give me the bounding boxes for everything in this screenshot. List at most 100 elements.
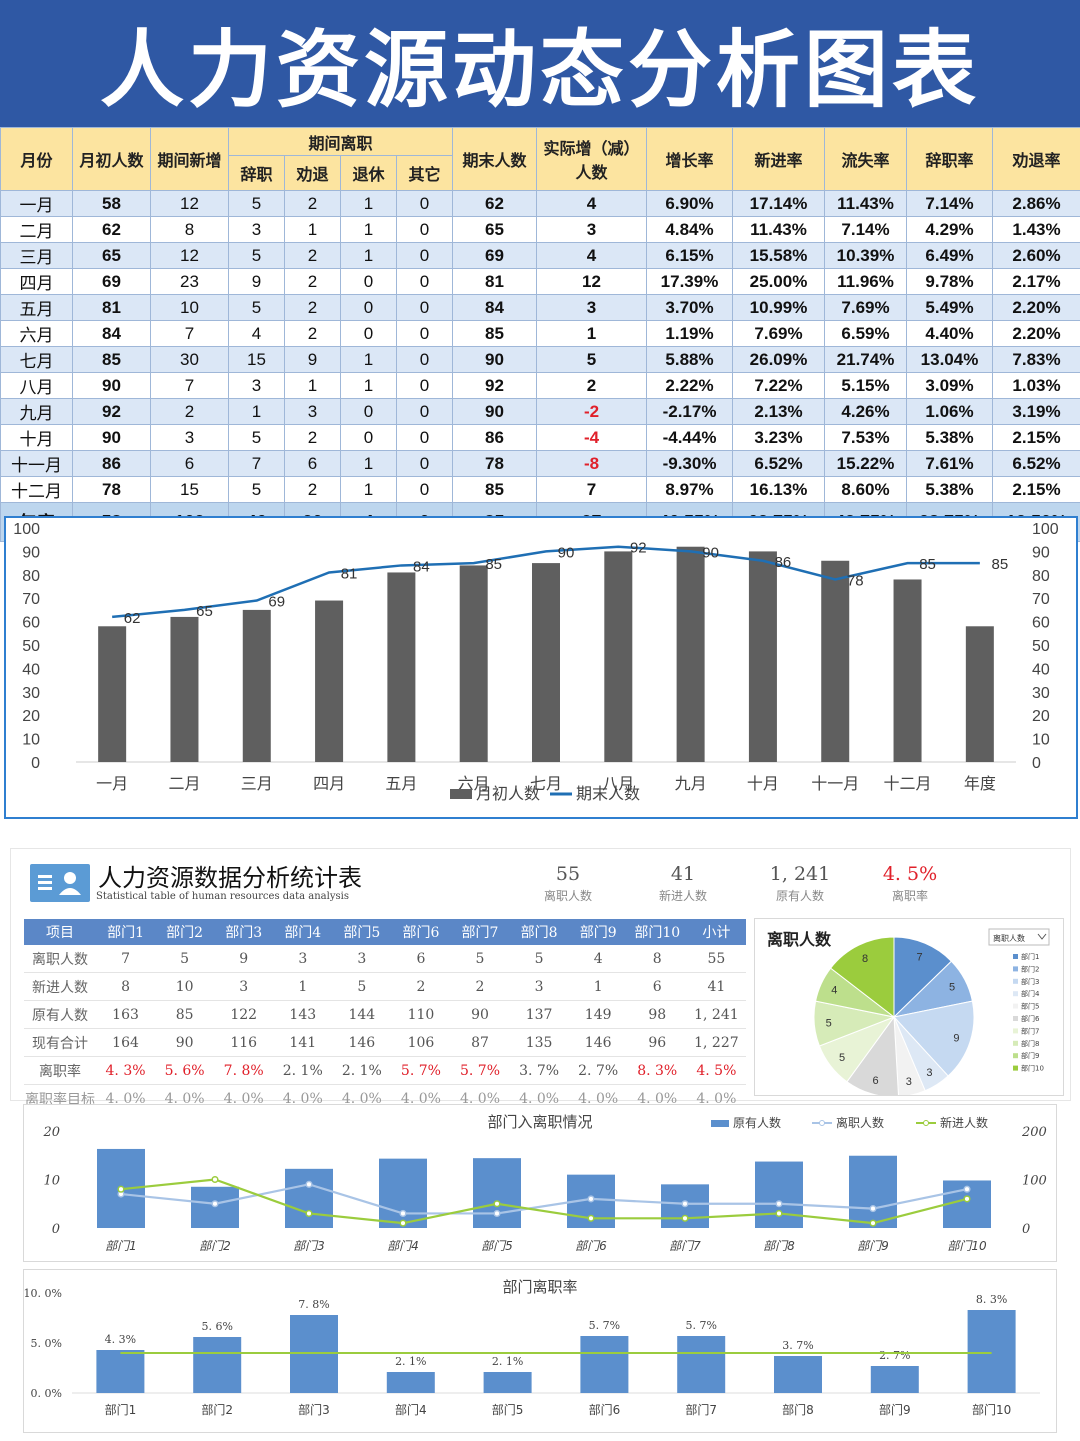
table-row: 五月 81 10 5 2 0 0 84 3 3.70% 10.99% 7.69% 5.49% 2.20%: [0, 294, 1080, 321]
table-cell: 85: [72, 346, 151, 373]
line-point: [587, 1214, 595, 1222]
table-cell: 1: [284, 216, 341, 243]
table-cell: 3: [536, 294, 648, 321]
table-cell: 8.60%: [824, 476, 908, 503]
bar: [604, 551, 633, 762]
pie-series-dropdown[interactable]: [988, 928, 1050, 946]
table-cell: 2.86%: [992, 190, 1080, 217]
table-cell: 11.96%: [824, 268, 908, 295]
dashboard-subtitle: Statistical table of human resources dat…: [96, 891, 349, 902]
pie-label: 5: [839, 1052, 845, 1064]
x-tick-label: 四月: [313, 774, 345, 793]
pie-label: 3: [926, 1067, 932, 1079]
dept-cell: 146: [332, 1028, 392, 1057]
legend-swatch: [1013, 1065, 1018, 1071]
table-cell: 2.13%: [732, 398, 826, 425]
table-cell: 5.49%: [906, 294, 994, 321]
y-tick-right: 100: [1022, 1174, 1047, 1189]
table-cell: 0: [395, 476, 454, 503]
table-cell: 10.99%: [732, 294, 826, 321]
table-cell: 8: [150, 216, 229, 243]
table-cell: 2.60%: [992, 242, 1080, 269]
legend-swatch: [1013, 966, 1018, 972]
dept-cell: 41: [686, 972, 746, 1001]
legend-label: 离职人数: [836, 1115, 884, 1130]
dept-cell: 137: [509, 1000, 569, 1029]
table-cell: 92: [72, 398, 151, 425]
table-cell: 7: [150, 372, 229, 399]
table-row: 十月 90 3 5 2 0 0 86 -4 -4.44% 3.23% 7.53% 5.38% 2.15%: [0, 424, 1080, 451]
dept-table: 项目 部门1 部门2 部门3 部门4 部门5 部门6 部门7 部门8 部门9 部门10 小计 离职人数…: [24, 919, 746, 1113]
table-cell: 6.49%: [906, 242, 994, 269]
table-cell: -9.30%: [646, 450, 734, 477]
table-row: 一月 58 12 5 2 1 0 62 4 6.90% 17.14% 11.43% 7.14% 2.86%: [0, 190, 1080, 217]
x-tick-label: 九月: [675, 774, 707, 793]
table-cell: -4.44%: [646, 424, 734, 451]
chevron-down-icon: [1037, 933, 1047, 940]
x-tick-label: 一月: [96, 774, 128, 793]
col-leave-other: 其它: [395, 155, 454, 191]
dashboard-title: 人力资源数据分析统计表: [98, 864, 362, 892]
dept-header-cell: 部门10: [627, 919, 687, 945]
kpi-leave-label: 离职人数: [543, 889, 592, 903]
dept-row-label: 现有合计: [24, 1028, 96, 1057]
x-tick-label: 二月: [168, 774, 200, 793]
dept-cell: 90: [450, 1000, 510, 1029]
table-cell: 65: [452, 216, 538, 243]
table-cell: 58: [72, 190, 151, 217]
table-cell: 2: [284, 294, 341, 321]
dept-cell: 141: [273, 1028, 333, 1057]
table-cell: 7.83%: [992, 346, 1080, 373]
y-tick-right: 100: [1032, 521, 1059, 538]
legend-swatch: [1013, 954, 1018, 959]
table-cell: 0: [340, 320, 397, 347]
dept-header-cell: 部门3: [214, 919, 274, 945]
col-leave-resign: 辞职: [228, 155, 285, 191]
table-row: 三月 65 12 5 2 1 0 69 4 6.15% 15.58% 10.39% 6.49% 2.60%: [0, 242, 1080, 269]
y-tick-left: 90: [22, 544, 40, 561]
dept-cell: 5: [509, 945, 569, 973]
month-cell: 二月: [0, 216, 73, 243]
table-cell: -2: [536, 398, 648, 425]
pie-label: 8: [862, 953, 868, 965]
col-end: 期末人数: [452, 127, 538, 191]
dept-row-label: 新进人数: [24, 972, 96, 1001]
dept-header-cell: 部门1: [96, 919, 156, 945]
dept-cell: 143: [273, 1000, 333, 1029]
line-point: [493, 1209, 501, 1217]
dept-cell: 5. 7%: [450, 1056, 510, 1085]
bar: [285, 1168, 333, 1228]
table-cell: 7: [228, 450, 285, 477]
pie-label: 7: [916, 952, 922, 964]
table-cell: 5: [228, 294, 285, 321]
col-rate-dismiss: 劝退率: [992, 127, 1080, 191]
x-tick-label: 部门7: [669, 1239, 701, 1253]
col-month: 月份: [0, 127, 73, 191]
table-cell: 15: [150, 476, 229, 503]
dept-cell: 1: [273, 972, 333, 1001]
dept-cell: 135: [509, 1028, 569, 1057]
y-tick-left: 10: [43, 1174, 60, 1189]
dept-cell: 2: [450, 972, 510, 1001]
dept-header-cell: 部门9: [568, 919, 628, 945]
table-cell: 6.15%: [646, 242, 734, 269]
data-label: 90: [702, 544, 719, 561]
kpi-rate-value: 4. 5%: [882, 863, 938, 885]
table-cell: 90: [72, 424, 151, 451]
bar: [459, 565, 488, 762]
dept-cell: 106: [391, 1028, 451, 1057]
x-tick-label: 十月: [747, 774, 779, 793]
dept-cell: 10: [155, 972, 215, 1001]
table-cell: 6: [284, 450, 341, 477]
x-tick-label: 部门6: [589, 1402, 621, 1417]
bar: [387, 572, 416, 762]
table-cell: 5: [228, 424, 285, 451]
legend-label: 期末人数: [576, 784, 640, 803]
table-cell: 2.20%: [992, 320, 1080, 347]
line-point: [775, 1209, 783, 1217]
table-cell: -4: [536, 424, 648, 451]
table-cell: 12: [150, 190, 229, 217]
kpi-rate: 4. 5% 离职率: [855, 863, 965, 904]
table-cell: 90: [452, 398, 538, 425]
x-tick-label: 部门10: [947, 1239, 987, 1253]
